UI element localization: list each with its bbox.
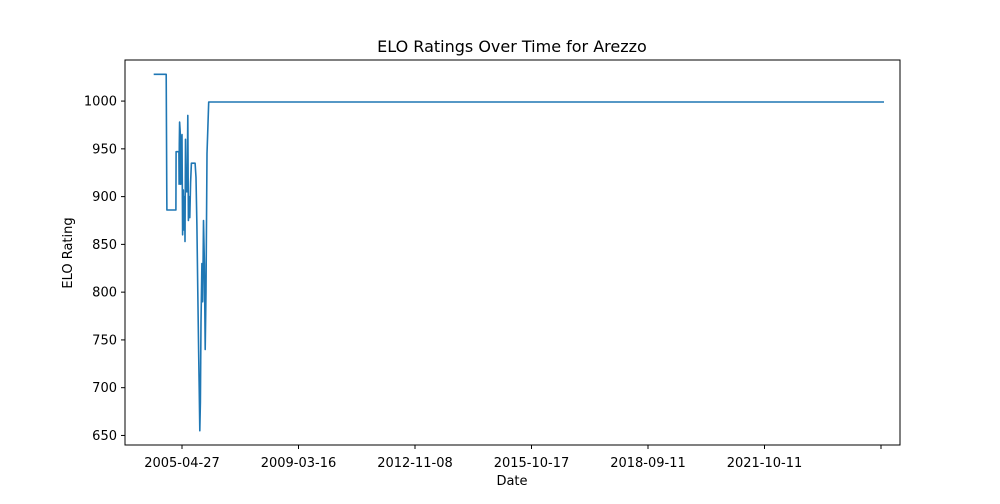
y-tick-label: 750 <box>92 333 117 348</box>
elo-series-line <box>153 73 884 432</box>
y-tick-label: 800 <box>92 286 117 301</box>
y-tick-label: 700 <box>92 381 117 396</box>
x-tick-label: 2005-04-27 <box>144 456 220 471</box>
x-tick-label: 2018-09-11 <box>610 456 686 471</box>
y-axis-label: ELO Rating <box>61 217 76 288</box>
x-tick-label: 2012-11-08 <box>377 456 453 471</box>
plot-area <box>124 59 901 446</box>
x-axis-label: Date <box>496 474 527 489</box>
x-tick-label: 2009-03-16 <box>261 456 337 471</box>
y-tick-label: 650 <box>92 429 117 444</box>
y-axis: 650 700 750 800 850 900 950 1000 <box>84 95 125 444</box>
y-tick-label: 950 <box>92 142 117 157</box>
x-axis: 2005-04-27 2009-03-16 2012-11-08 2015-10-17… <box>144 445 882 471</box>
series-layer <box>153 73 884 432</box>
y-tick-label: 900 <box>92 190 117 205</box>
x-tick-label: 2021-10-11 <box>727 456 803 471</box>
chart-title: ELO Ratings Over Time for Arezzo <box>377 37 647 56</box>
y-tick-label: 1000 <box>84 95 117 110</box>
y-tick-label: 850 <box>92 238 117 253</box>
x-tick-label: 2015-10-17 <box>494 456 570 471</box>
